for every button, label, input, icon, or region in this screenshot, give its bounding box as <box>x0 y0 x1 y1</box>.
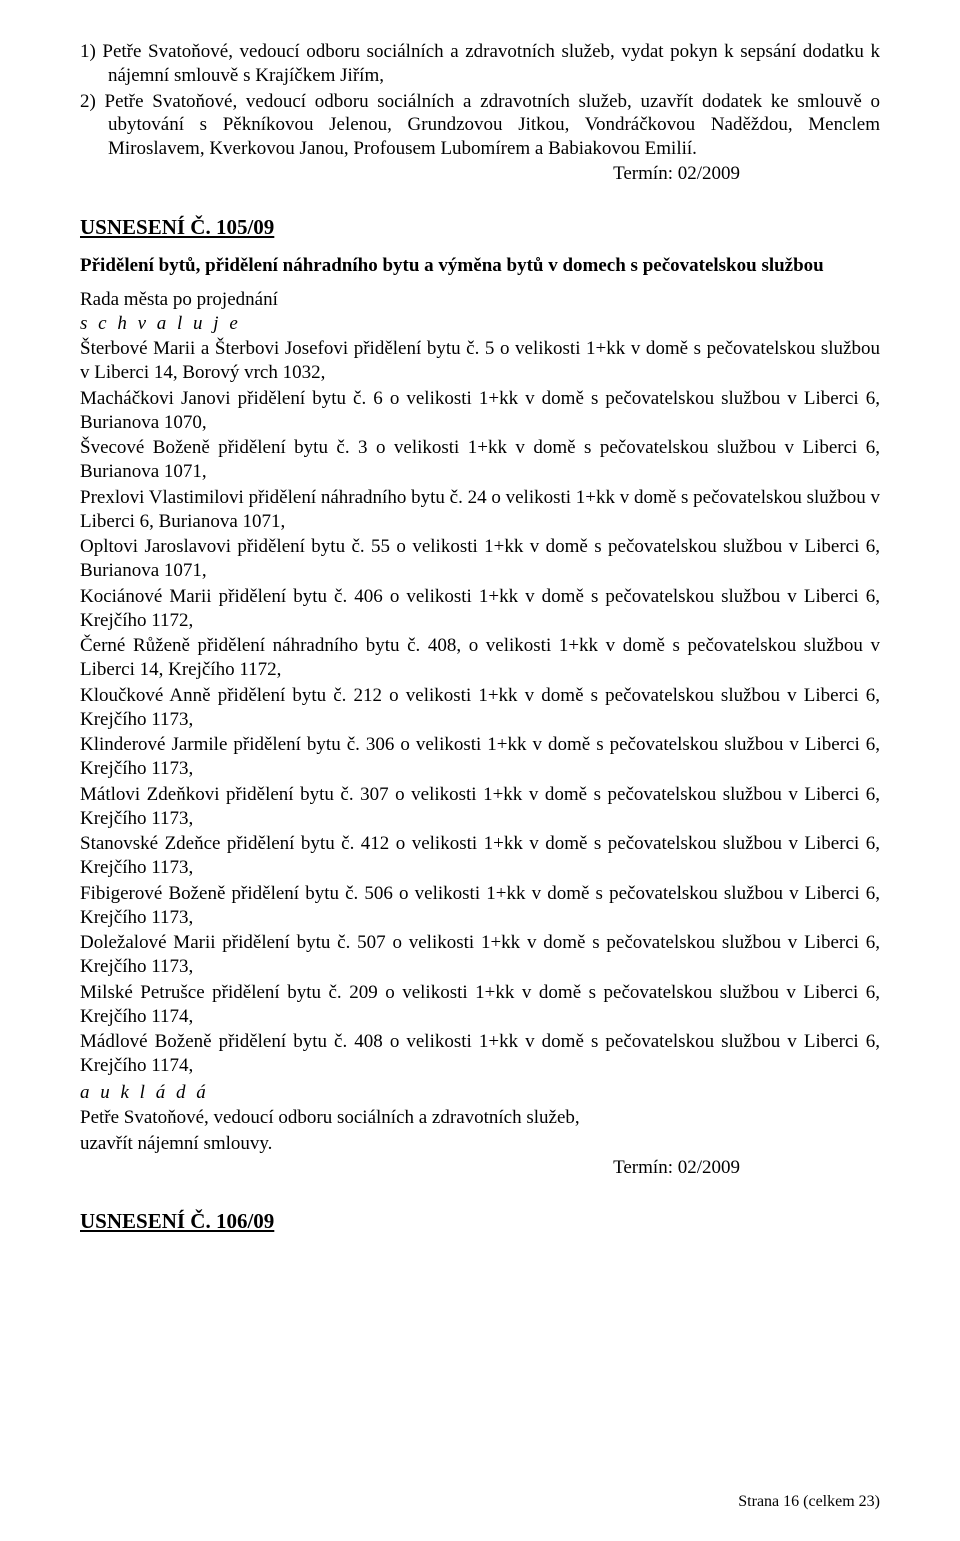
provision-6: Kociánové Marii přidělení bytu č. 406 o … <box>80 585 880 633</box>
provision-10: Mátlovi Zdeňkovi přidělení bytu č. 307 o… <box>80 783 880 831</box>
rada-line: Rada města po projednání <box>80 288 880 312</box>
provision-14: Milské Petrušce přidělení bytu č. 209 o … <box>80 981 880 1029</box>
provision-3: Švecové Boženě přidělení bytu č. 3 o vel… <box>80 436 880 484</box>
provision-15: Mádlové Boženě přidělení bytu č. 408 o v… <box>80 1030 880 1078</box>
provision-7: Černé Růženě přidělení náhradního bytu č… <box>80 634 880 682</box>
term-2: Termín: 02/2009 <box>80 1157 880 1179</box>
provision-4: Prexlovi Vlastimilovi přidělení náhradní… <box>80 486 880 534</box>
provision-12: Fibigerové Boženě přidělení bytu č. 506 … <box>80 882 880 930</box>
provision-11: Stanovské Zdeňce přidělení bytu č. 412 o… <box>80 832 880 880</box>
document-page: 1) Petře Svatoňové, vedoucí odboru sociá… <box>0 0 960 1541</box>
auklada-line: a u k l á d á <box>80 1082 880 1104</box>
uzavrit-line: uzavřít nájemní smlouvy. <box>80 1132 880 1156</box>
resolution-106-heading: USNESENÍ Č. 106/09 <box>80 1209 880 1234</box>
page-footer: Strana 16 (celkem 23) <box>738 1493 880 1511</box>
term-1: Termín: 02/2009 <box>80 163 880 185</box>
resolution-105-title: Přidělení bytů, přidělení náhradního byt… <box>80 254 880 278</box>
schvaluje-line: s c h v a l u j e <box>80 313 880 335</box>
provision-8: Kloučkové Anně přidělení bytu č. 212 o v… <box>80 684 880 732</box>
petre-line: Petře Svatoňové, vedoucí odboru sociální… <box>80 1106 880 1130</box>
intro-item-1: 1) Petře Svatoňové, vedoucí odboru sociá… <box>80 40 880 88</box>
provision-9: Klinderové Jarmile přidělení bytu č. 306… <box>80 733 880 781</box>
provision-1: Šterbové Marii a Šterbovi Josefovi přidě… <box>80 337 880 385</box>
provision-13: Doležalové Marii přidělení bytu č. 507 o… <box>80 931 880 979</box>
provision-5: Opltovi Jaroslavovi přidělení bytu č. 55… <box>80 535 880 583</box>
provision-2: Macháčkovi Janovi přidělení bytu č. 6 o … <box>80 387 880 435</box>
intro-item-2: 2) Petře Svatoňové, vedoucí odboru sociá… <box>80 90 880 161</box>
resolution-105-heading: USNESENÍ Č. 105/09 <box>80 215 880 240</box>
